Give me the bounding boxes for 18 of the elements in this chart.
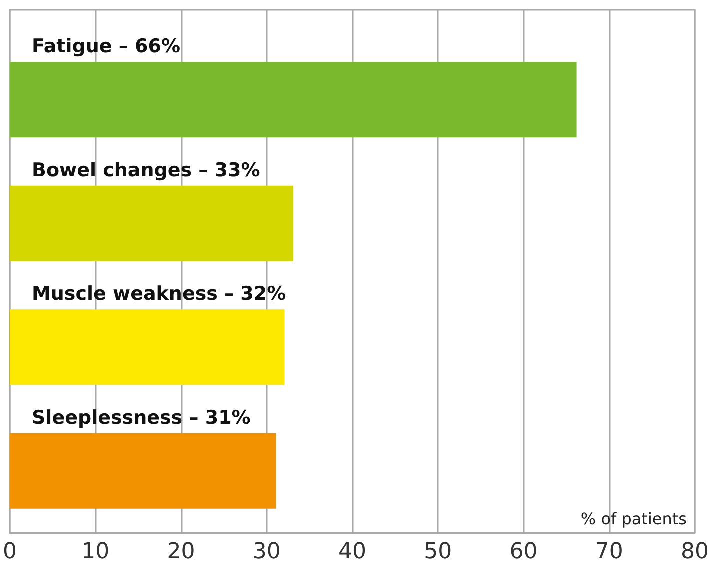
bar bbox=[10, 310, 285, 386]
x-tick-label: 80 bbox=[681, 540, 710, 564]
x-tick-label: 0 bbox=[3, 540, 17, 564]
x-tick-label: 30 bbox=[252, 540, 281, 564]
y-tick-label: Sleeplessness – 31% bbox=[32, 406, 251, 429]
x-tick-label: 10 bbox=[82, 540, 110, 564]
y-tick-label: Fatigue – 66% bbox=[32, 36, 181, 58]
y-tick-label: Bowel changes – 33% bbox=[32, 159, 260, 182]
y-tick-label: Muscle weakness – 32% bbox=[32, 283, 286, 306]
x-tick-label: 40 bbox=[338, 540, 366, 564]
x-axis-title: % of patients bbox=[580, 510, 688, 528]
x-tick-label: 60 bbox=[510, 540, 538, 564]
bar bbox=[10, 186, 294, 262]
x-tick-label: 70 bbox=[595, 540, 624, 564]
bar bbox=[10, 62, 577, 138]
x-tick-label: 20 bbox=[167, 540, 196, 564]
bar bbox=[10, 433, 276, 509]
x-tick-label: 50 bbox=[424, 540, 452, 564]
